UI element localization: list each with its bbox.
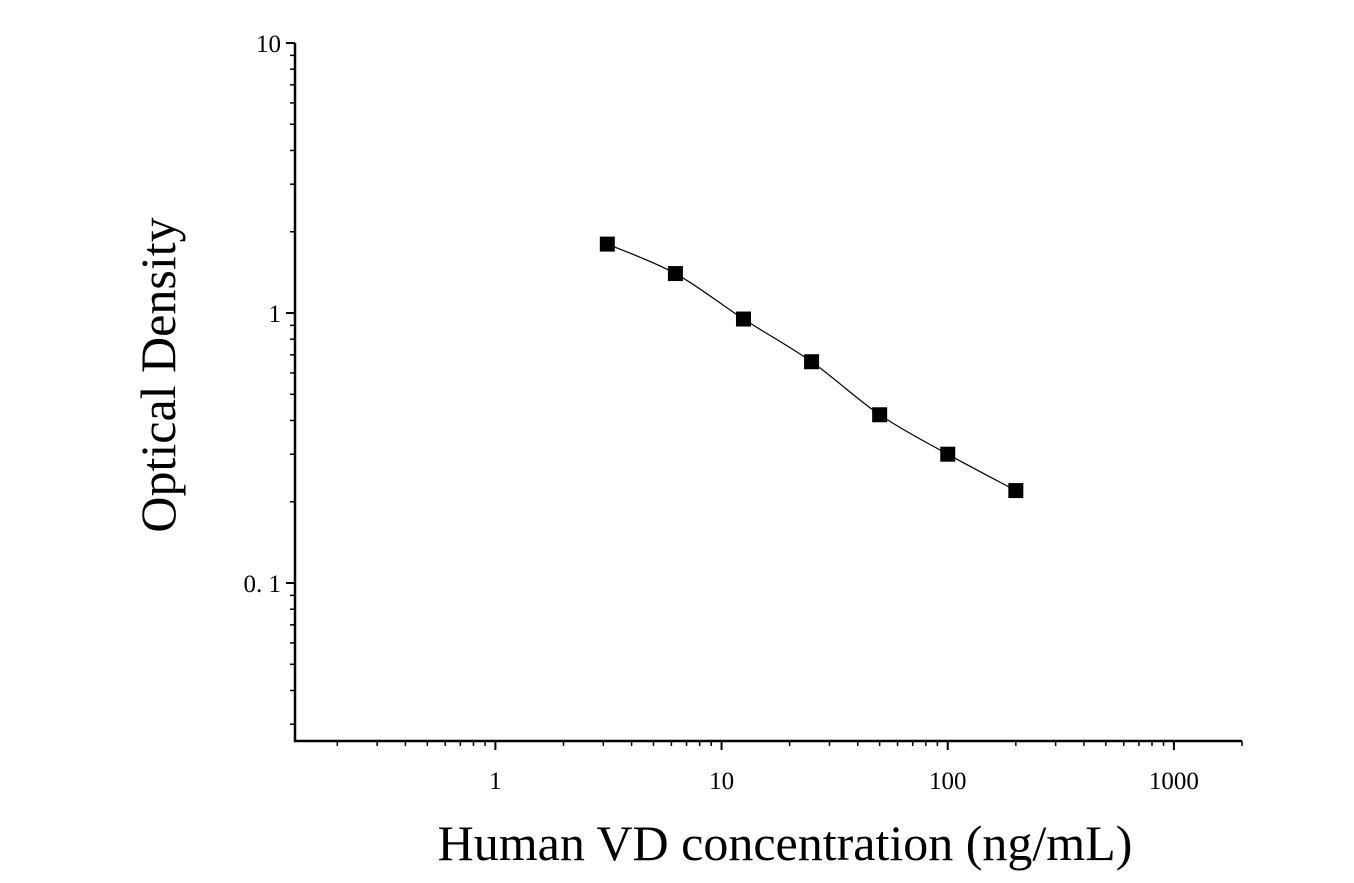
x-axis-title: Human VD concentration (ng/mL) xyxy=(438,815,1133,871)
data-points xyxy=(599,236,1024,499)
y-axis-title: Optical Density xyxy=(130,217,186,532)
x-tick-label: 1 xyxy=(489,768,502,795)
data-point-5 xyxy=(872,407,888,423)
x-tick-label: 1000 xyxy=(1149,768,1199,795)
axes xyxy=(293,43,1242,743)
data-point-6 xyxy=(940,446,956,462)
x-tick-label: 100 xyxy=(929,768,967,795)
data-point-2 xyxy=(667,266,683,282)
y-tick-label: 0. 1 xyxy=(244,571,282,598)
x-tick-label: 10 xyxy=(709,768,734,795)
data-point-1 xyxy=(599,236,615,252)
data-point-4 xyxy=(804,354,820,370)
data-point-7 xyxy=(1008,483,1024,499)
y-tick-label: 1 xyxy=(269,301,282,328)
y-axis-ticks: 0. 1 1 10 xyxy=(244,31,295,725)
data-point-3 xyxy=(735,311,751,327)
x-axis-ticks: 1 10 100 1000 xyxy=(336,741,1243,795)
y-tick-label: 10 xyxy=(256,31,281,58)
